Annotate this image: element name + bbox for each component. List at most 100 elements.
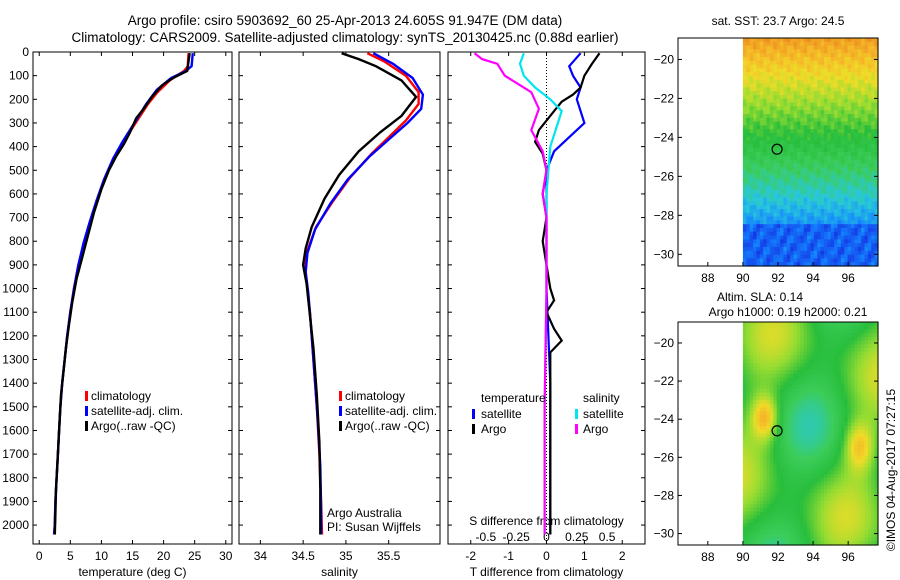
heatmap-cell	[850, 216, 855, 221]
heatmap-cell	[834, 247, 839, 252]
heatmap-cell	[803, 422, 808, 427]
heatmap-cell	[850, 262, 855, 267]
heatmap-cell	[783, 114, 788, 119]
heatmap-cell	[756, 190, 761, 195]
heatmap-cell	[834, 91, 839, 96]
heatmap-cell	[850, 49, 855, 54]
heatmap-cell	[807, 340, 812, 345]
heatmap-cell	[847, 492, 852, 498]
x-tick-label: 92	[771, 271, 785, 285]
heatmap-cell	[861, 351, 866, 357]
heatmap-cell	[834, 182, 839, 187]
heatmap-cell	[807, 426, 812, 431]
heatmap-cell	[746, 492, 751, 498]
heatmap-cell	[837, 64, 842, 69]
heatmap-cell	[759, 515, 764, 520]
heatmap-cell	[823, 159, 828, 164]
heatmap-cell	[753, 224, 758, 229]
heatmap-cell	[837, 455, 842, 461]
heatmap-cell	[834, 106, 839, 111]
heatmap-cell	[800, 110, 805, 115]
heatmap-cell	[763, 41, 768, 47]
heatmap-cell	[790, 396, 795, 401]
heatmap-cell	[817, 212, 822, 218]
heatmap-cell	[803, 504, 808, 509]
heatmap-cell	[746, 366, 751, 371]
heatmap-cell	[753, 239, 758, 244]
heatmap-cell	[847, 463, 852, 468]
heatmap-cell	[864, 216, 869, 221]
heatmap-cell	[813, 481, 818, 487]
heatmap-cell	[753, 38, 758, 43]
heatmap-cell	[850, 496, 855, 501]
heatmap-cell	[780, 258, 785, 263]
heatmap-cell	[850, 470, 855, 475]
heatmap-cell	[796, 171, 801, 176]
heatmap-cell	[810, 459, 815, 464]
heatmap-cell	[854, 190, 859, 195]
heatmap-cell	[820, 474, 825, 479]
heatmap-cell	[742, 377, 747, 383]
heatmap-cell	[773, 83, 778, 88]
heatmap-cell	[847, 329, 852, 334]
heatmap-cell	[830, 504, 835, 509]
heatmap-cell	[844, 57, 849, 62]
heatmap-cell	[793, 359, 798, 364]
heatmap-cell	[769, 53, 774, 58]
heatmap-cell	[871, 148, 876, 153]
heatmap-cell	[861, 205, 866, 210]
heatmap-cell	[803, 355, 808, 360]
heatmap-cell	[854, 258, 859, 263]
heatmap-cell	[840, 485, 845, 490]
heatmap-cell	[840, 224, 845, 229]
heatmap-cell	[759, 426, 764, 431]
heatmap-cell	[803, 212, 808, 218]
heatmap-cell	[807, 163, 812, 168]
heatmap-cell	[769, 333, 774, 338]
heatmap-cell	[867, 254, 872, 259]
heatmap-cell	[773, 518, 778, 524]
heatmap-cell	[850, 186, 855, 191]
heatmap-cell	[759, 418, 764, 423]
heatmap-cell	[850, 381, 855, 386]
heatmap-cell	[807, 474, 812, 479]
heatmap-cell	[803, 489, 808, 494]
heatmap-cell	[783, 76, 788, 81]
heatmap-cell	[840, 459, 845, 464]
heatmap-cell	[769, 366, 774, 371]
x-tick-label: -1	[503, 549, 514, 563]
heatmap-cell	[864, 133, 869, 138]
heatmap-cell	[830, 57, 835, 62]
heatmap-cell	[834, 38, 839, 43]
heatmap-cell	[800, 72, 805, 77]
heatmap-cell	[796, 385, 801, 390]
heatmap-cell	[753, 470, 758, 475]
heatmap-cell	[837, 106, 842, 111]
heatmap-cell	[807, 239, 812, 244]
heatmap-cell	[827, 429, 832, 435]
heatmap-cell	[773, 98, 778, 104]
heatmap-cell	[763, 455, 768, 461]
heatmap-cell	[786, 231, 791, 237]
heatmap-cell	[773, 224, 778, 229]
heatmap-cell	[780, 496, 785, 501]
heatmap-cell	[850, 355, 855, 360]
heatmap-cell	[834, 72, 839, 77]
heatmap-cell	[786, 79, 791, 85]
heatmap-cell	[864, 429, 869, 435]
heatmap-cell	[857, 250, 862, 256]
heatmap-cell	[844, 167, 849, 172]
heatmap-cell	[807, 478, 812, 483]
heatmap-cell	[773, 325, 778, 331]
heatmap-cell	[749, 231, 754, 237]
heatmap-cell	[820, 163, 825, 168]
heatmap-cell	[817, 152, 822, 157]
heatmap-cell	[759, 60, 764, 66]
y-tick-label: −26	[654, 169, 675, 183]
y-tick-label: 1700	[2, 447, 29, 461]
heatmap-cell	[766, 159, 771, 164]
heatmap-cell	[756, 411, 761, 416]
heatmap-cell	[874, 163, 879, 168]
heatmap-cell	[874, 466, 879, 472]
heatmap-cell	[810, 422, 815, 427]
